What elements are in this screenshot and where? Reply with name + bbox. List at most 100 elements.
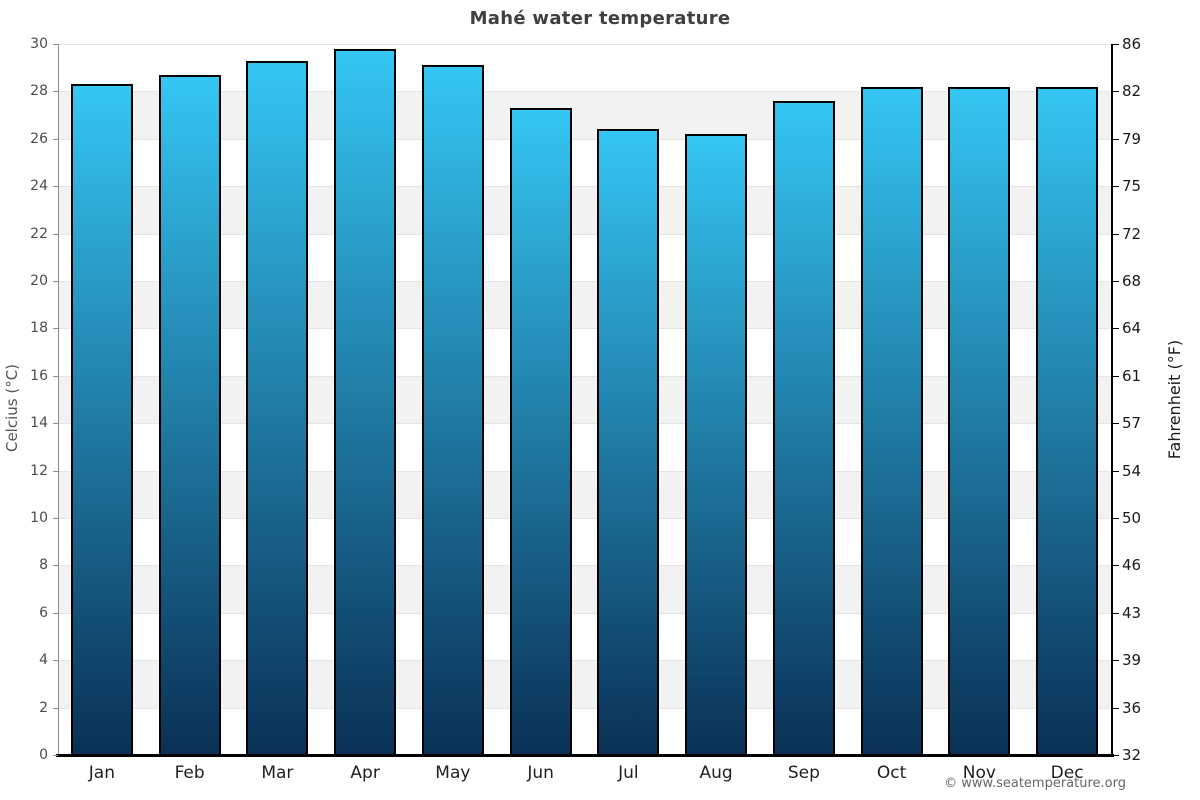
grid-band — [58, 328, 1111, 376]
x-axis-label-nov: Nov — [962, 763, 996, 783]
x-axis-label-dec: Dec — [1050, 763, 1084, 783]
bar-oct — [860, 86, 923, 755]
bar-apr — [334, 48, 397, 755]
copyright-link[interactable]: © www.seatemperature.org — [944, 776, 1126, 791]
tick-mark-left — [53, 281, 58, 282]
gridline — [58, 423, 1111, 425]
tick-mark-right — [1113, 281, 1119, 282]
bar-may — [421, 65, 484, 755]
y-tick-label-fahrenheit: 61 — [1122, 366, 1142, 385]
tick-mark-right — [1113, 375, 1119, 377]
grid-band — [58, 233, 1111, 281]
y-tick-label-celsius: 12 — [30, 462, 48, 479]
x-axis-label-mar: Mar — [261, 763, 294, 783]
grid-band — [58, 281, 1111, 329]
right-axis-line — [1111, 44, 1113, 755]
left-axis-line — [58, 44, 59, 755]
bottom-axis-line — [56, 754, 1114, 757]
grid-band — [58, 470, 1111, 518]
grid-band — [58, 138, 1111, 187]
grid-band — [58, 707, 1111, 755]
right-axis-title: Fahrenheit (°F) — [1165, 339, 1184, 460]
y-tick-label-celsius: 24 — [30, 178, 48, 195]
y-tick-label-fahrenheit: 46 — [1122, 556, 1142, 575]
y-tick-label-fahrenheit: 50 — [1122, 509, 1142, 527]
x-axis-label-aug: Aug — [699, 763, 733, 783]
tick-mark-right — [1113, 565, 1119, 567]
y-tick-label-fahrenheit: 79 — [1122, 129, 1142, 148]
tick-mark-left — [53, 186, 58, 188]
tick-mark-left — [53, 328, 58, 330]
y-tick-label-celsius: 20 — [30, 273, 48, 289]
y-tick-label-fahrenheit: 75 — [1122, 177, 1142, 196]
grid-band — [58, 612, 1111, 661]
x-axis-label-jul: Jul — [618, 763, 639, 783]
tick-mark-right — [1113, 44, 1119, 45]
gridline — [58, 138, 1111, 140]
y-tick-label-fahrenheit: 54 — [1122, 461, 1142, 480]
gridline — [58, 91, 1111, 93]
gridline — [58, 660, 1111, 662]
y-tick-label-fahrenheit: 64 — [1122, 319, 1142, 338]
y-tick-label-celsius: 28 — [30, 83, 48, 100]
grid-band — [58, 660, 1111, 708]
y-tick-label-fahrenheit: 36 — [1122, 698, 1142, 717]
grid-band — [58, 44, 1111, 92]
tick-mark-left — [53, 565, 58, 567]
gridline — [58, 281, 1111, 282]
y-tick-label-celsius: 6 — [39, 604, 48, 621]
x-axis-label-sep: Sep — [787, 763, 820, 783]
tick-mark-right — [1113, 470, 1119, 472]
tick-mark-left — [53, 518, 58, 519]
tick-mark-left — [53, 233, 58, 235]
tick-mark-right — [1113, 423, 1119, 425]
x-axis-label-oct: Oct — [876, 763, 907, 783]
gridline — [58, 44, 1111, 45]
bar-dec — [1036, 86, 1099, 755]
tick-mark-left — [53, 707, 58, 709]
grid-band — [58, 186, 1111, 234]
y-tick-label-fahrenheit: 68 — [1122, 272, 1142, 290]
gridline — [58, 612, 1111, 614]
tick-mark-left — [53, 375, 58, 377]
gridline — [58, 518, 1111, 519]
tick-mark-right — [1113, 755, 1119, 756]
y-tick-label-celsius: 30 — [30, 36, 48, 52]
gridline — [58, 186, 1111, 188]
tick-mark-left — [53, 91, 58, 93]
tick-mark-left — [53, 470, 58, 472]
y-tick-label-celsius: 26 — [30, 130, 48, 147]
y-tick-label-fahrenheit: 82 — [1122, 82, 1142, 101]
tick-mark-left — [53, 138, 58, 140]
tick-mark-right — [1113, 518, 1119, 519]
gridline — [58, 707, 1111, 709]
tick-mark-right — [1113, 612, 1119, 614]
x-axis-label-jun: Jun — [527, 763, 554, 783]
bar-feb — [158, 74, 221, 755]
tick-mark-right — [1113, 138, 1119, 140]
y-tick-label-fahrenheit: 39 — [1122, 651, 1142, 670]
grid-band — [58, 375, 1111, 424]
tick-mark-right — [1113, 660, 1119, 662]
y-tick-label-celsius: 4 — [39, 652, 48, 669]
tick-mark-left — [53, 612, 58, 614]
x-axis-label-apr: Apr — [350, 763, 380, 783]
tick-mark-right — [1113, 328, 1119, 330]
grid-band — [58, 423, 1111, 471]
bar-jul — [597, 129, 660, 755]
grid-band — [58, 518, 1111, 566]
tick-mark-right — [1113, 186, 1119, 188]
y-tick-label-fahrenheit: 86 — [1122, 35, 1142, 53]
y-tick-label-celsius: 22 — [30, 225, 48, 242]
y-tick-label-fahrenheit: 43 — [1122, 603, 1142, 622]
bar-jun — [509, 107, 572, 755]
y-tick-label-celsius: 16 — [30, 367, 48, 384]
tick-mark-left — [53, 423, 58, 425]
chart-title: Mahé water temperature — [469, 8, 731, 29]
bar-jan — [70, 84, 133, 755]
tick-mark-right — [1113, 233, 1119, 235]
y-tick-label-fahrenheit: 32 — [1122, 746, 1142, 764]
bar-mar — [246, 60, 309, 755]
grid-band — [58, 91, 1111, 139]
